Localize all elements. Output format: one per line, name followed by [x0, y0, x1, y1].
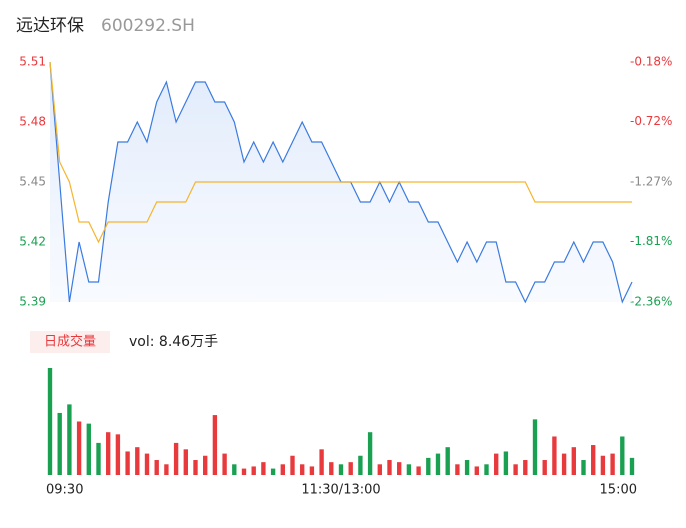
volume-bar [358, 455, 363, 475]
volume-bar [406, 464, 412, 475]
volume-bar [474, 466, 479, 475]
volume-bar [212, 415, 218, 475]
volume-bar [387, 460, 392, 475]
volume-bar [561, 453, 567, 475]
chart-subtitle: 600292.SH [101, 16, 195, 36]
y-tick-label: 5.45 [19, 175, 46, 189]
volume-bar [552, 436, 557, 475]
volume-bar [241, 468, 247, 475]
volume-bar [96, 442, 101, 475]
chart-title: 远达环保 [16, 16, 84, 36]
volume-bar [154, 460, 159, 475]
volume-bar [329, 462, 334, 475]
y2-tick-label: -1.27% [630, 175, 672, 189]
volume-bar [610, 453, 615, 475]
volume-bar [348, 462, 353, 475]
volume-text: vol: 8.46万手 [129, 334, 218, 350]
volume-bar [484, 464, 489, 475]
volume-bar [571, 447, 576, 475]
average-line [49, 61, 632, 244]
volume-bar [464, 460, 470, 475]
volume-bar [416, 466, 421, 475]
volume-bar [280, 464, 285, 475]
volume-bar [503, 451, 509, 475]
x-tick-label: 15:00 [600, 483, 637, 498]
y2-tick-label: -1.81% [630, 234, 672, 248]
volume-bar [193, 460, 198, 475]
volume-bar [222, 453, 227, 475]
volume-bar [300, 464, 305, 475]
volume-bar [629, 457, 635, 475]
y-tick-label: 5.48 [19, 115, 46, 129]
volume-bar [494, 453, 499, 475]
volume-bar [542, 460, 547, 475]
volume-bar [270, 468, 276, 475]
volume-bar [290, 455, 295, 475]
y-tick-label: 5.51 [19, 55, 46, 69]
volume-bar [106, 432, 111, 475]
volume-bar [232, 464, 237, 475]
volume-bar [183, 449, 188, 475]
volume-label-bg [30, 331, 110, 353]
y-tick-label: 5.42 [19, 235, 46, 249]
y2-tick-label: -0.72% [630, 114, 672, 128]
volume-bar [513, 464, 518, 475]
volume-bar [426, 457, 431, 475]
volume-bar [397, 462, 402, 475]
volume-bar [164, 464, 169, 475]
volume-bar [620, 436, 625, 475]
y2-tick-label: -2.36% [630, 295, 672, 309]
volume-bar [135, 447, 140, 475]
volume-bar [67, 404, 72, 475]
volume-bar [532, 419, 538, 475]
volume-bar [435, 453, 441, 475]
volume-bar [261, 462, 266, 475]
volume-bar [523, 460, 528, 475]
volume-bar [125, 451, 130, 475]
volume-bar [203, 455, 208, 475]
y2-tick-label: -0.18% [630, 55, 672, 69]
volume-bar [173, 442, 179, 475]
volume-bar [455, 464, 460, 475]
volume-label: 日成交量 [44, 334, 96, 350]
volume-bar [591, 445, 596, 475]
x-tick-label: 11:30/13:00 [301, 483, 380, 498]
volume-bar [445, 447, 450, 475]
volume-bar [144, 453, 150, 475]
y-tick-label: 5.39 [19, 295, 46, 309]
volume-bar [338, 464, 344, 475]
volume-bar [600, 455, 606, 475]
volume-bar [115, 434, 121, 475]
volume-bar [47, 368, 53, 475]
volume-bar [76, 421, 82, 475]
volume-bar [57, 412, 62, 475]
volume-bar [309, 466, 315, 475]
x-tick-label: 09:30 [46, 483, 83, 498]
volume-bar [581, 460, 586, 475]
volume-bar [367, 432, 373, 475]
volume-bar [86, 423, 91, 475]
volume-bar [319, 449, 324, 475]
volume-bar [251, 466, 256, 475]
volume-bar [377, 464, 382, 475]
